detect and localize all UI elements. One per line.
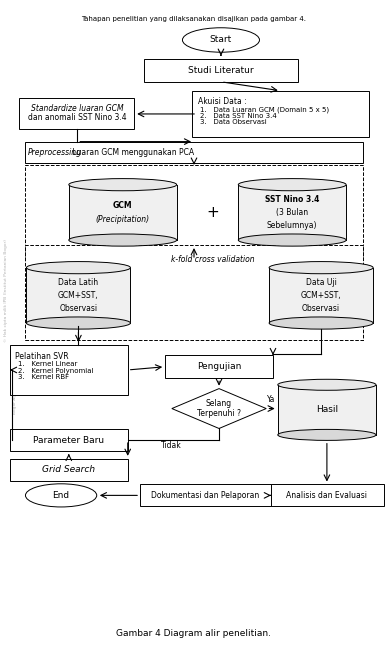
Bar [278,385,376,435]
Text: Observasi: Observasi [59,304,97,313]
Ellipse shape [278,430,376,441]
Text: Tahapan penelitian yang dilaksanakan disajikan pada gambar 4.: Tahapan penelitian yang dilaksanakan dis… [81,16,307,21]
Ellipse shape [238,178,346,191]
Text: +: + [206,205,219,220]
Bar [26,267,130,323]
Text: GCM+SST,: GCM+SST, [58,291,99,300]
Text: End: End [52,491,70,500]
Text: Hasil: Hasil [316,405,338,414]
Text: Observasi: Observasi [302,304,340,313]
Text: Bogor Agricultural Unive: Bogor Agricultural Unive [13,360,17,414]
Text: k-fold cross validation: k-fold cross validation [171,255,254,264]
Text: © Hak cipta milik IPB (Institut Pertanian Bogor): © Hak cipta milik IPB (Institut Pertania… [4,240,8,342]
Text: Sebelumnya): Sebelumnya) [267,221,317,230]
Bar [238,185,346,240]
Ellipse shape [69,178,177,191]
Text: 3.   Kernel RBF: 3. Kernel RBF [17,374,69,380]
Text: Gambar 4 Diagram alir penelitian.: Gambar 4 Diagram alir penelitian. [116,629,272,638]
Ellipse shape [69,234,177,246]
Text: Tidak: Tidak [161,441,181,450]
Text: Data Uji: Data Uji [306,278,336,287]
Bar [10,429,128,451]
Text: Ya: Ya [267,395,275,404]
Text: Dokumentasi dan Pelaporan: Dokumentasi dan Pelaporan [151,491,260,500]
Ellipse shape [278,379,376,390]
Bar [69,185,177,240]
Bar [140,484,271,506]
Bar [19,98,134,129]
Ellipse shape [26,484,97,507]
Ellipse shape [269,262,373,274]
Text: Pelatihan SVR: Pelatihan SVR [15,352,69,361]
Ellipse shape [26,317,130,329]
Text: Preprocessing: Preprocessing [28,148,81,157]
Text: GCM: GCM [113,201,133,210]
Text: GCM+SST,: GCM+SST, [301,291,341,300]
Text: Data Latih: Data Latih [58,278,99,287]
Text: dan anomali SST Nino 3.4: dan anomali SST Nino 3.4 [28,112,126,121]
Text: (Precipitation): (Precipitation) [96,215,150,224]
Text: Selang: Selang [206,399,232,408]
Text: Akuisi Data :: Akuisi Data : [198,98,246,106]
Text: Standardize luaran GCM: Standardize luaran GCM [31,104,124,113]
Text: Grid Search: Grid Search [42,465,95,474]
Bar [10,345,128,395]
Text: Studi Literatur: Studi Literatur [188,66,254,75]
Text: SST Nino 3.4: SST Nino 3.4 [265,195,319,204]
Ellipse shape [238,234,346,246]
Text: 2.   Data SST Nino 3.4: 2. Data SST Nino 3.4 [200,113,277,119]
Text: Analisis dan Evaluasi: Analisis dan Evaluasi [286,491,367,500]
Bar [24,141,364,163]
Bar [270,484,384,506]
Bar [269,267,373,323]
Bar [10,459,128,481]
Bar [165,355,273,379]
Text: Start: Start [210,36,232,45]
Ellipse shape [182,28,260,52]
Ellipse shape [269,317,373,329]
Polygon shape [172,389,266,428]
Bar [144,59,298,82]
Bar [24,245,364,340]
Text: Parameter Baru: Parameter Baru [33,435,104,444]
Bar [192,91,369,137]
Text: 2.   Kernel Polynomial: 2. Kernel Polynomial [17,368,93,373]
Text: 3.   Data Observasi: 3. Data Observasi [200,120,267,125]
Bar [24,165,364,260]
Ellipse shape [26,262,130,274]
Text: Luaran GCM menggunakan PCA: Luaran GCM menggunakan PCA [69,148,194,157]
Text: Pengujian: Pengujian [197,362,241,371]
Text: 1.   Data Luaran GCM (Domain 5 x 5): 1. Data Luaran GCM (Domain 5 x 5) [200,106,329,112]
Text: Terpenuhi ?: Terpenuhi ? [197,409,241,418]
Text: (3 Bulan: (3 Bulan [276,208,308,217]
Text: 1.   Kernel Linear: 1. Kernel Linear [17,361,77,367]
